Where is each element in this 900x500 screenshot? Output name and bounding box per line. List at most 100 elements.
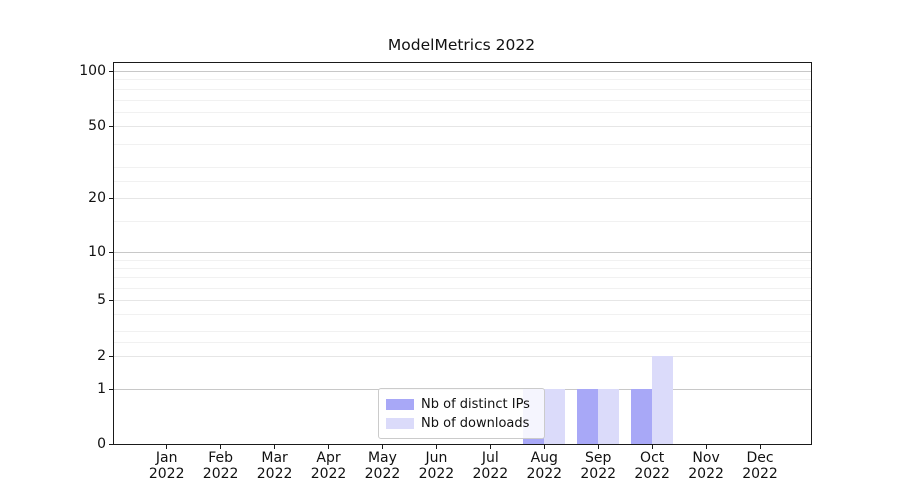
legend-label: Nb of distinct IPs — [421, 396, 530, 412]
gridline-major — [114, 252, 811, 254]
y-tick-label: 10 — [88, 244, 106, 261]
y-tick-label: 2 — [97, 348, 106, 365]
x-tick-mark — [489, 444, 492, 449]
x-tick-mark — [597, 444, 599, 449]
x-tick-mark — [220, 444, 222, 449]
y-tick-mark — [109, 70, 114, 72]
x-tick-mark — [543, 444, 545, 449]
x-tick-month: Oct — [640, 450, 665, 466]
legend-item: Nb of downloads — [386, 414, 544, 433]
x-tick-label: Sep 2022 — [566, 450, 630, 482]
legend-item: Nb of distinct IPs — [386, 395, 544, 414]
y-tick-label: 5 — [97, 292, 106, 309]
x-tick-label: Feb 2022 — [189, 450, 253, 482]
gridline-minor — [114, 88, 811, 90]
x-tick-year: 2022 — [526, 466, 563, 482]
y-tick-mark — [109, 125, 114, 128]
x-tick-year: 2022 — [742, 466, 778, 482]
y-tick-label: 20 — [88, 190, 106, 207]
y-tick-mark — [109, 355, 114, 357]
y-tick-mark — [109, 299, 114, 301]
y-tick-mark — [109, 388, 114, 390]
gridline-minor — [114, 143, 811, 145]
x-tick-year: 2022 — [634, 466, 670, 482]
chart-title: ModelMetrics 2022 — [387, 36, 536, 54]
gridline-minor — [114, 111, 811, 113]
x-tick-year: 2022 — [472, 466, 509, 482]
bar-downloads — [652, 356, 674, 444]
gridline-minor — [114, 259, 811, 261]
legend: Nb of distinct IPs Nb of downloads — [378, 388, 545, 439]
x-tick-month: Jun — [425, 450, 448, 466]
gridline-minor — [114, 166, 811, 168]
x-tick-label: Jun 2022 — [404, 450, 468, 482]
x-tick-label: Apr 2022 — [297, 450, 361, 482]
gridline-major — [114, 356, 811, 358]
plot-area: 0 1 2 5 10 20 50 100 Jan 2022 Feb 2022 Mar 2022 Apr 202… — [79, 62, 812, 482]
bar-downloads — [598, 389, 620, 444]
x-tick-month: May — [367, 450, 397, 466]
bar-distinct-ips — [631, 389, 653, 444]
x-tick-month: Jan — [155, 450, 178, 466]
gridline-minor — [114, 276, 811, 278]
x-tick-month: Nov — [692, 450, 720, 466]
gridline-minor — [114, 180, 811, 182]
x-tick-year: 2022 — [418, 466, 455, 482]
x-tick-year: 2022 — [310, 466, 347, 482]
x-tick-month: Aug — [530, 450, 558, 466]
y-tick-label: 0 — [97, 436, 106, 452]
gridline-major — [114, 198, 811, 200]
x-tick-year: 2022 — [148, 466, 185, 482]
y-tick-mark — [109, 251, 114, 253]
x-tick-month: Dec — [746, 450, 774, 466]
gridline-minor — [114, 342, 811, 344]
gridline-minor — [114, 287, 811, 289]
bar-distinct-ips — [577, 389, 599, 444]
x-tick-mark — [705, 444, 707, 449]
x-tick-month: Jul — [481, 450, 499, 466]
x-tick-mark — [759, 444, 761, 449]
x-tick-year: 2022 — [256, 466, 293, 482]
gridline-major — [114, 300, 811, 302]
gridline-major — [114, 71, 811, 72]
x-tick-year: 2022 — [580, 466, 617, 482]
x-tick-month: Sep — [585, 450, 612, 466]
gridline-minor — [114, 220, 811, 222]
legend-swatch-icon — [386, 417, 414, 429]
x-tick-year: 2022 — [364, 466, 401, 482]
y-tick-mark — [109, 197, 114, 200]
gridline-minor — [114, 79, 811, 81]
x-tick-label: Dec 2022 — [728, 450, 792, 482]
x-tick-mark — [435, 444, 438, 449]
gridline-minor — [114, 331, 811, 333]
gridline-major — [114, 126, 811, 128]
x-tick-month: Feb — [208, 450, 234, 466]
x-tick-year: 2022 — [202, 466, 239, 482]
x-tick-month: Apr — [316, 450, 341, 466]
y-tick-label: 100 — [79, 63, 106, 79]
x-tick-label: Jul 2022 — [458, 450, 522, 482]
gridline-minor — [114, 99, 811, 101]
x-tick-label: Aug 2022 — [512, 450, 576, 482]
bar-downloads — [544, 389, 566, 444]
x-tick-mark — [274, 444, 276, 449]
y-tick-label: 50 — [88, 118, 106, 135]
gridline-minor — [114, 267, 811, 269]
legend-swatch-icon — [386, 398, 414, 410]
x-tick-label: Mar 2022 — [243, 450, 307, 482]
x-tick-label: Jan 2022 — [135, 450, 199, 482]
x-tick-label: May 2022 — [350, 450, 414, 482]
x-tick-mark — [166, 444, 168, 449]
x-tick-mark — [381, 444, 384, 449]
y-tick-label: 1 — [97, 381, 106, 398]
x-tick-mark — [328, 444, 330, 449]
x-tick-mark — [651, 444, 653, 449]
x-tick-label: Oct 2022 — [620, 450, 684, 482]
x-tick-month: Mar — [261, 450, 288, 466]
legend-label: Nb of downloads — [421, 415, 530, 431]
gridline-minor — [114, 313, 811, 315]
y-tick-mark — [109, 443, 114, 445]
x-tick-year: 2022 — [688, 466, 724, 482]
x-tick-label: Nov 2022 — [674, 450, 738, 482]
